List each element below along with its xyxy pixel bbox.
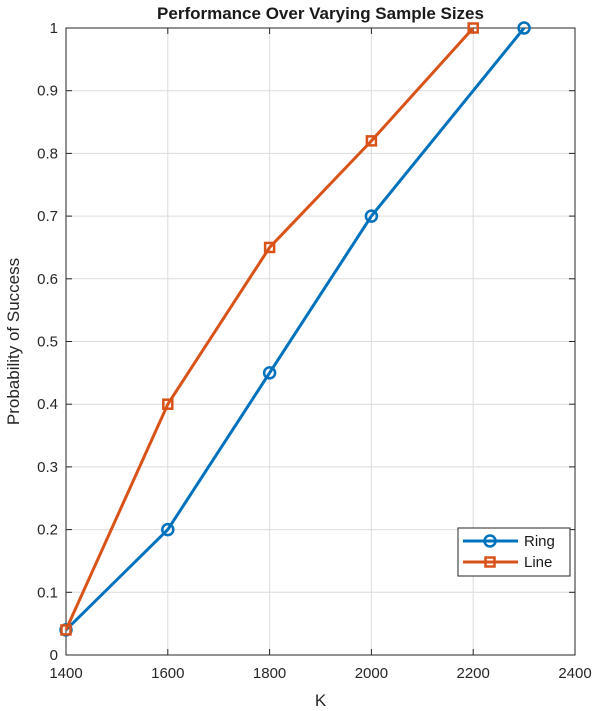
y-tick-label: 0.9 — [37, 83, 58, 100]
y-tick-label: 0.5 — [37, 334, 58, 351]
legend-label-line: Line — [524, 554, 552, 571]
y-tick-label: 0.3 — [37, 459, 58, 476]
data-point-line — [467, 22, 479, 34]
legend-marker-ring — [483, 534, 497, 548]
legend-label-ring: Ring — [524, 533, 555, 550]
x-tick-label: 2200 — [457, 665, 490, 682]
y-tick-label: 0.6 — [37, 271, 58, 288]
y-tick-label: 0.8 — [37, 145, 58, 162]
y-tick-label: 0.4 — [37, 396, 58, 413]
series-line-ring — [64, 27, 526, 631]
chart-title: Performance Over Varying Sample Sizes — [157, 4, 484, 23]
data-point-ring — [517, 21, 531, 35]
data-point-ring — [161, 522, 175, 537]
x-tick-label: 2000 — [355, 665, 388, 682]
data-point-line — [365, 135, 378, 147]
legend-marker-line — [484, 556, 496, 568]
x-tick-label: 1600 — [151, 665, 184, 682]
series-line-line — [64, 26, 475, 631]
x-tick-label: 2400 — [558, 665, 591, 682]
data-point-line — [162, 398, 174, 410]
data-point-line — [60, 624, 72, 636]
legend-box — [457, 527, 571, 577]
y-tick-label: 1 — [50, 20, 58, 37]
legend-item-ring: Ring — [463, 533, 555, 550]
y-tick-label: 0.1 — [37, 584, 58, 601]
data-point-ring — [364, 209, 379, 223]
y-tick-label: 0 — [50, 647, 58, 664]
legend-item-line: Line — [463, 554, 552, 571]
x-axis-label: K — [315, 691, 327, 710]
series-line — [60, 22, 479, 636]
y-axis-label: Probability of Success — [4, 258, 23, 425]
legend: Ring Line — [457, 527, 571, 577]
y-tick-label: 0.2 — [37, 522, 58, 539]
y-tick-label: 0.7 — [37, 208, 58, 225]
data-point-ring — [262, 366, 277, 380]
series-layer — [59, 21, 531, 637]
data-point-line — [263, 241, 276, 254]
x-tick-label: 1800 — [253, 665, 286, 682]
x-tick-label: 1400 — [49, 665, 82, 682]
axis-ticks: 1400 1600 1800 2000 2200 2400 0 0.1 0.2 0.3 0.4 0.5… — [37, 20, 592, 682]
